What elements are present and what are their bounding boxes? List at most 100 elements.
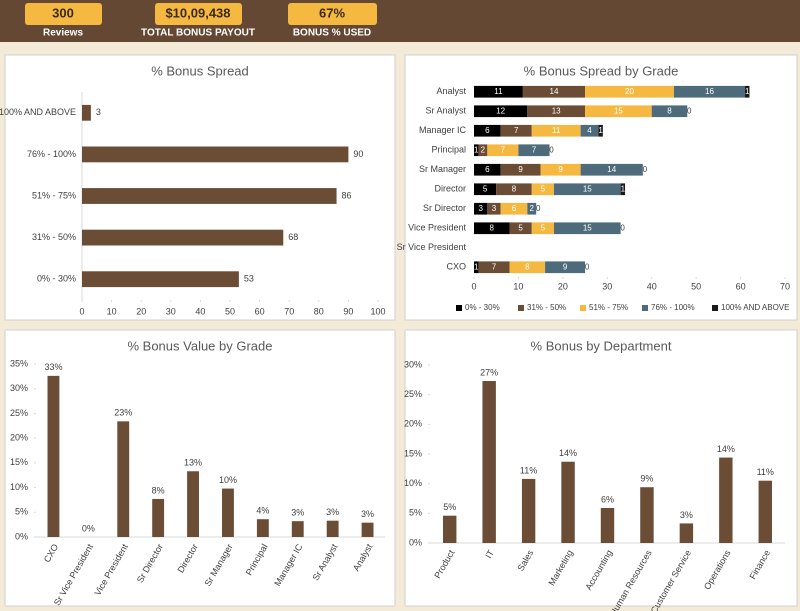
bar-segment <box>474 124 501 137</box>
y-tick-label: 0% - 30% <box>37 274 76 284</box>
bar <box>561 461 575 543</box>
y-tick-label: Analyst <box>436 86 466 96</box>
y-tick-label: 100% AND ABOVE <box>0 107 76 117</box>
x-tick-label: 60 <box>736 281 746 291</box>
bar-segment <box>527 202 537 215</box>
bar-segment <box>651 105 688 118</box>
data-label: 5 <box>518 223 523 232</box>
bar-segment <box>509 261 546 274</box>
bar-segment <box>478 261 510 274</box>
data-label: 6% <box>601 494 614 504</box>
bar-segment <box>531 183 554 196</box>
y-tick-label: Sr Director <box>423 203 466 213</box>
data-label: 7 <box>532 145 537 154</box>
data-label: 1 <box>621 184 626 193</box>
data-label: 5 <box>541 184 546 193</box>
data-label: 68 <box>288 232 298 242</box>
data-label: 8 <box>490 223 495 232</box>
y-tick-label: CXO <box>446 262 466 272</box>
y-tick-label: Vice President <box>408 223 466 233</box>
data-label: 15 <box>583 184 592 193</box>
kpi-label: Reviews <box>43 28 83 39</box>
bar-segment <box>474 183 497 196</box>
bar-segment <box>585 105 652 118</box>
x-tick-label: 60 <box>255 306 265 316</box>
x-tick-label: 70 <box>780 281 790 291</box>
y-tick-label: 20% <box>10 433 28 443</box>
bar <box>640 487 654 543</box>
data-label: 1 <box>474 145 479 154</box>
data-label: 14% <box>559 448 577 458</box>
x-tick-label: 50 <box>691 281 701 291</box>
data-label: 8 <box>667 106 672 115</box>
data-label: 0 <box>620 223 625 232</box>
x-tick-label: 20 <box>136 306 146 316</box>
y-tick-label: 0% <box>409 537 422 547</box>
data-label: 7 <box>501 145 506 154</box>
data-label: 1 <box>745 87 750 96</box>
bar-segment <box>500 163 541 176</box>
data-label: 13% <box>184 458 202 468</box>
bar <box>82 229 284 246</box>
y-tick-label: 15% <box>404 448 422 458</box>
bar-segment <box>478 144 488 157</box>
y-tick-label: 25% <box>10 408 28 418</box>
y-tick-label: 25% <box>404 389 422 399</box>
y-tick-label: 5% <box>409 508 422 518</box>
chart-title: % Bonus Spread <box>151 63 249 78</box>
x-tick-label: 50 <box>225 306 235 316</box>
data-label: 4% <box>256 506 269 516</box>
x-tick-label: 10 <box>107 306 117 316</box>
bar <box>291 521 304 537</box>
data-label: 15 <box>583 223 592 232</box>
bar-segment <box>496 183 532 196</box>
x-tick-label: 10 <box>513 281 523 291</box>
bar <box>361 522 374 537</box>
legend-swatch <box>456 305 462 311</box>
bar <box>600 507 615 543</box>
data-label: 33% <box>44 362 62 372</box>
bar <box>82 271 239 288</box>
y-tick-label: 35% <box>10 358 28 368</box>
data-label: 23% <box>114 408 132 418</box>
y-tick-label: 20% <box>404 419 422 429</box>
bar <box>521 478 536 543</box>
data-label: 9 <box>558 165 563 174</box>
y-tick-label: Principal <box>431 145 466 155</box>
data-label: 0 <box>643 165 648 174</box>
panel <box>4 329 396 607</box>
data-label: 86 <box>342 190 352 200</box>
data-label: 9 <box>563 262 568 271</box>
data-label: 3% <box>361 509 374 519</box>
data-label: 8 <box>512 184 517 193</box>
bar-segment <box>500 202 528 215</box>
y-tick-label: Director <box>434 184 466 194</box>
bar-segment <box>531 222 554 235</box>
bar-segment <box>585 85 674 98</box>
bar <box>679 523 694 543</box>
data-label: 20 <box>625 87 634 96</box>
data-label: 10% <box>219 475 237 485</box>
bar-segment <box>500 124 532 137</box>
y-tick-label: Sr Manager <box>419 164 466 174</box>
kpi-value: 67% <box>319 5 345 20</box>
data-label: 6 <box>485 165 490 174</box>
y-tick-label: 10% <box>10 482 28 492</box>
x-tick-label: 40 <box>647 281 657 291</box>
bar-segment <box>620 183 626 196</box>
data-label: 9 <box>518 165 523 174</box>
x-tick-label: 30 <box>166 306 176 316</box>
bar <box>482 381 496 543</box>
bar-segment <box>474 222 510 235</box>
data-label: 8 <box>525 262 530 271</box>
bar-segment <box>673 85 746 98</box>
data-label: 0 <box>585 262 590 271</box>
bar-segment <box>545 261 586 274</box>
kpi-box <box>288 3 377 25</box>
x-tick-label: 100 <box>370 306 385 316</box>
x-tick-label: 70 <box>284 306 294 316</box>
kpi-box <box>155 3 242 25</box>
kpi-label: TOTAL BONUS PAYOUT <box>141 28 255 39</box>
header-bar <box>0 0 800 42</box>
